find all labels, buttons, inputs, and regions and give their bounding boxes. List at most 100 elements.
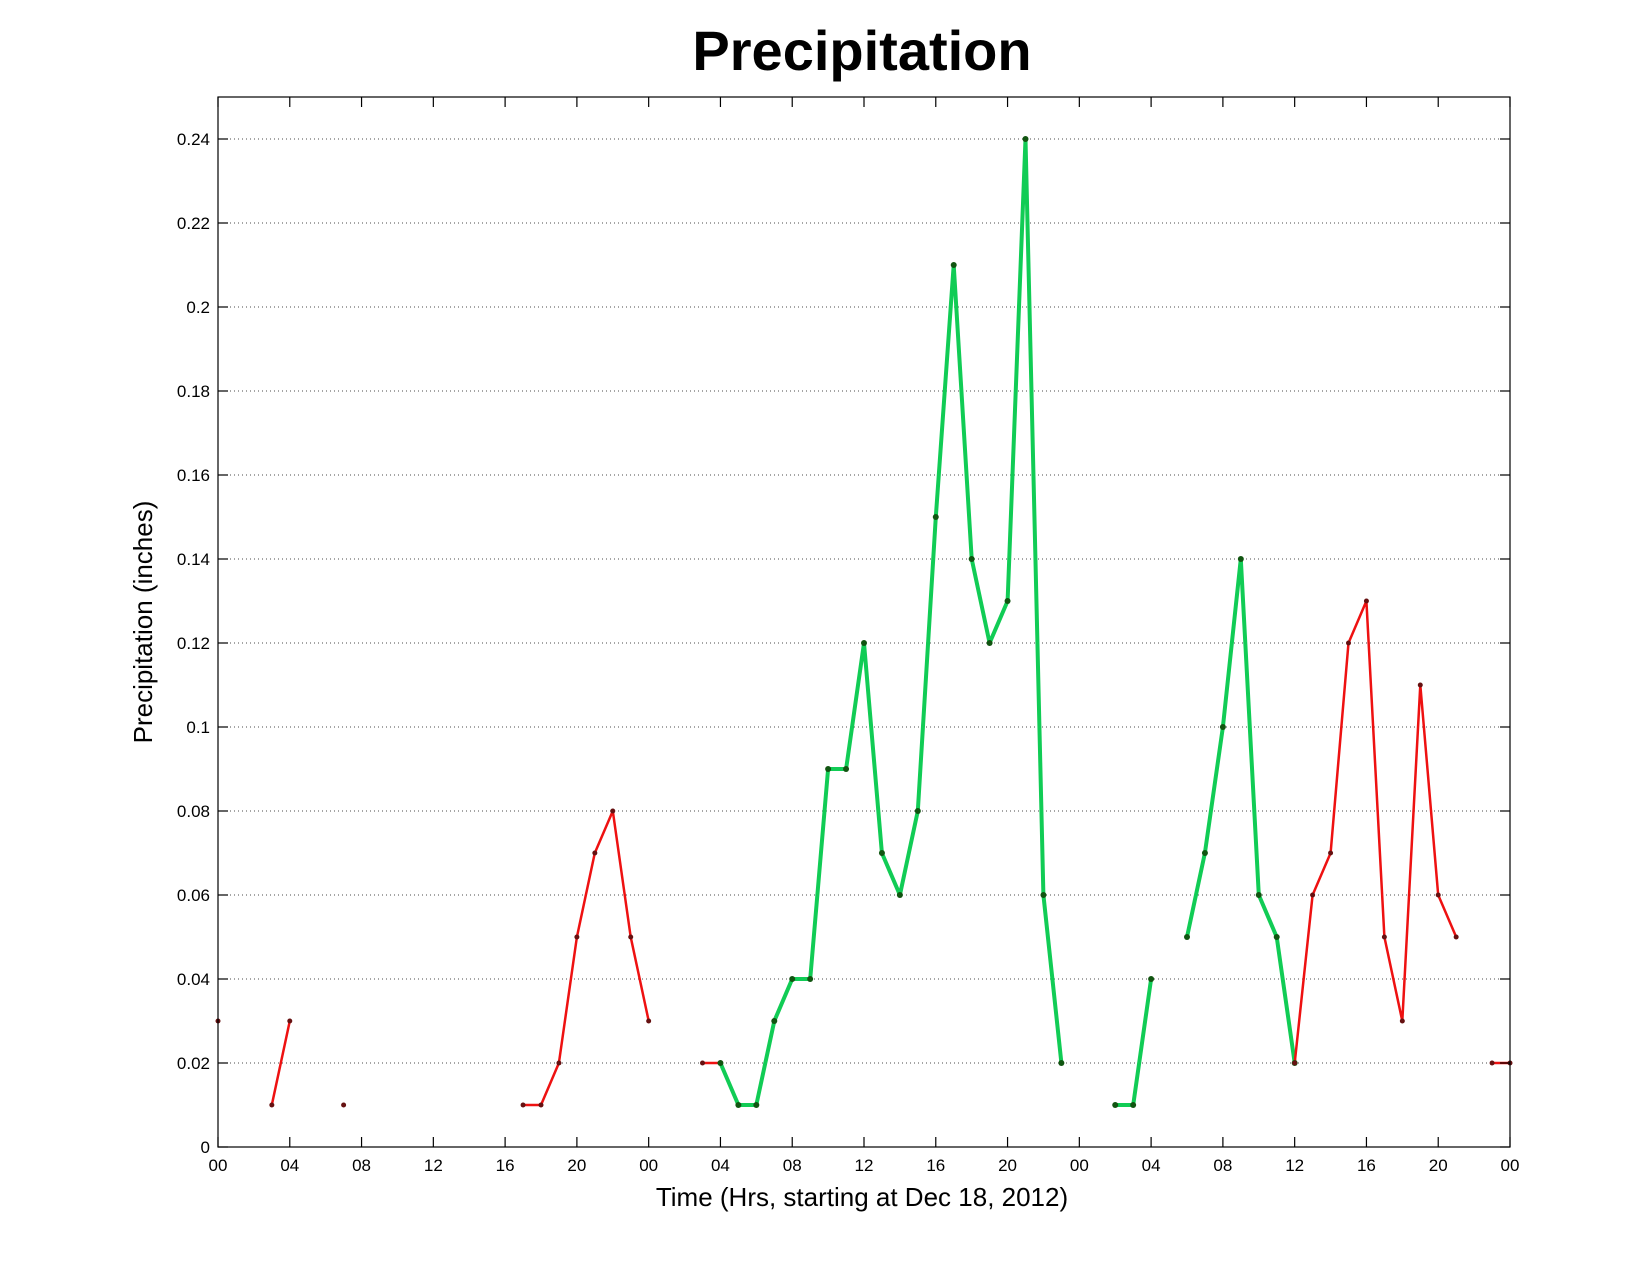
y-tick-label: 0.04 (177, 970, 210, 989)
data-point (520, 1102, 526, 1108)
data-point (1310, 892, 1316, 898)
data-point (1255, 892, 1262, 898)
red-series-line (270, 1020, 292, 1106)
data-point (574, 934, 580, 940)
x-tick-label: 20 (1429, 1156, 1448, 1175)
green-series-line (1115, 978, 1154, 1107)
y-tick-label: 0.18 (177, 382, 210, 401)
data-point (1130, 1102, 1137, 1108)
x-tick-labels: 00 04 08 12 16 20 00 04 08 12 16 20 00 04 08 12 16 20 00 (209, 1156, 1520, 1175)
x-tick-label: 00 (1070, 1156, 1089, 1175)
x-tick-label: 16 (926, 1156, 945, 1175)
data-point (950, 262, 957, 268)
data-point (646, 1018, 652, 1024)
y-axis-label: Precipitation (inches) (128, 501, 158, 744)
x-tick-label: 04 (711, 1156, 730, 1175)
x-tick-label: 00 (209, 1156, 228, 1175)
data-point (1292, 1060, 1298, 1066)
data-point (269, 1102, 275, 1108)
data-point (1148, 976, 1155, 982)
data-point (1399, 1018, 1405, 1024)
x-tick-label: 08 (783, 1156, 802, 1175)
x-tick-label: 04 (1142, 1156, 1161, 1175)
data-point (610, 808, 616, 814)
data-point (1004, 598, 1011, 604)
data-point (825, 766, 832, 772)
y-tick-label: 0.24 (177, 130, 210, 149)
data-point (592, 850, 598, 856)
y-tick-label: 0.22 (177, 214, 210, 233)
x-tick-label: 12 (424, 1156, 443, 1175)
chart-title: Precipitation (692, 19, 1031, 82)
data-point (753, 1102, 760, 1108)
data-point (807, 976, 814, 982)
data-point (1417, 682, 1423, 688)
data-point (914, 808, 921, 814)
data-point (986, 640, 993, 646)
x-tick-label: 08 (1213, 1156, 1232, 1175)
data-point (700, 1060, 705, 1066)
y-tick-label: 0.16 (177, 466, 210, 485)
series-lines (270, 137, 1510, 1107)
x-tick-label: 04 (280, 1156, 299, 1175)
y-tick-label: 0.12 (177, 634, 210, 653)
axis-ticks (217, 97, 1511, 1148)
data-point (1219, 724, 1226, 730)
red-series-line (523, 809, 650, 1107)
x-tick-label: 20 (998, 1156, 1017, 1175)
green-series-line (718, 137, 1064, 1107)
data-point (1489, 1060, 1495, 1066)
x-tick-label: 16 (496, 1156, 515, 1175)
data-point (1022, 136, 1029, 142)
x-axis-label: Time (Hrs, starting at Dec 18, 2012) (656, 1182, 1068, 1212)
data-point (861, 640, 867, 646)
data-point (771, 1018, 778, 1024)
data-point (878, 850, 885, 856)
data-point (789, 976, 796, 982)
data-point (1040, 892, 1047, 898)
data-point (1058, 1060, 1065, 1066)
x-tick-label: 12 (1285, 1156, 1304, 1175)
data-point (968, 556, 975, 562)
data-point (843, 766, 850, 772)
x-tick-label: 16 (1357, 1156, 1376, 1175)
y-tick-label: 0.06 (177, 886, 210, 905)
data-point (1346, 640, 1351, 646)
plot-frame (217, 96, 1511, 1148)
y-tick-label: 0.2 (186, 298, 210, 317)
x-tick-label: 20 (567, 1156, 586, 1175)
data-point (556, 1060, 562, 1066)
data-point (628, 934, 634, 940)
data-point (538, 1102, 544, 1108)
x-tick-label: 00 (639, 1156, 658, 1175)
data-point (717, 1060, 724, 1066)
y-tick-label: 0.02 (177, 1054, 210, 1073)
data-point (341, 1102, 347, 1108)
data-point (1381, 934, 1387, 940)
data-markers (215, 136, 1513, 1108)
data-point (896, 892, 903, 898)
data-point (1112, 1102, 1119, 1108)
data-point (1201, 850, 1208, 856)
x-tick-label: 00 (1501, 1156, 1520, 1175)
data-point (1363, 598, 1369, 604)
data-point (1273, 934, 1280, 940)
data-point (1237, 556, 1244, 562)
data-point (1435, 892, 1441, 898)
y-tick-label: 0.08 (177, 802, 210, 821)
grid-lines (218, 138, 1510, 1064)
y-tick-label: 0 (201, 1138, 210, 1157)
data-point (287, 1018, 293, 1024)
data-point (735, 1102, 742, 1108)
data-point (1328, 850, 1334, 856)
red-series-line (1293, 599, 1458, 1064)
x-tick-label: 12 (855, 1156, 874, 1175)
data-point (932, 514, 939, 520)
data-point (1453, 934, 1459, 940)
y-tick-labels: 0 0.02 0.04 0.06 0.08 0.1 0.12 0.14 0.16 0.18 0.2 0… (177, 130, 210, 1157)
y-tick-label: 0.14 (177, 550, 210, 569)
x-tick-label: 08 (352, 1156, 371, 1175)
data-point (1184, 934, 1190, 940)
y-tick-label: 0.1 (186, 718, 210, 737)
